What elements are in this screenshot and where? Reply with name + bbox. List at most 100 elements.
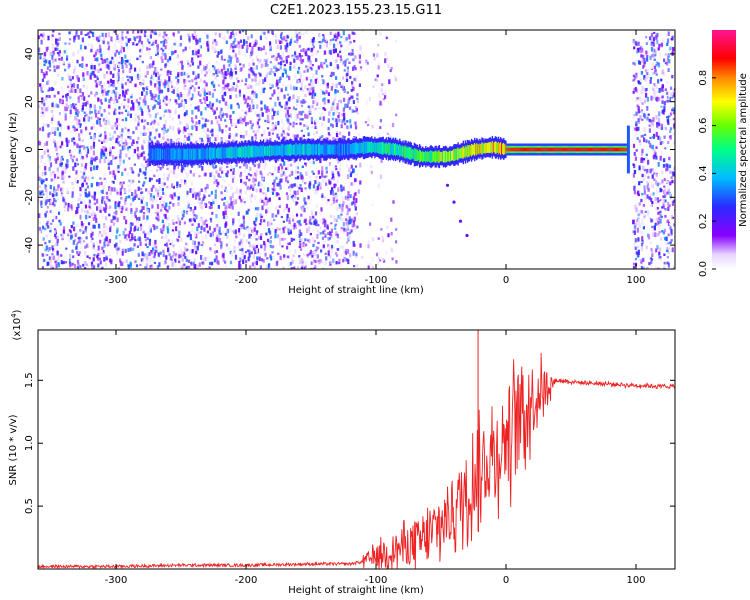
noise-speckle — [237, 218, 240, 223]
noise-speckle — [60, 228, 63, 231]
noise-speckle — [52, 104, 55, 109]
noise-speckle — [99, 68, 102, 71]
noise-speckle — [668, 97, 672, 102]
noise-speckle — [196, 39, 199, 44]
noise-speckle — [350, 52, 353, 56]
noise-speckle — [65, 163, 68, 168]
noise-speckle — [160, 68, 163, 71]
noise-speckle — [358, 54, 361, 59]
noise-speckle — [277, 68, 280, 71]
noise-speckle — [190, 60, 193, 63]
noise-speckle — [96, 57, 99, 62]
noise-speckle — [54, 143, 57, 148]
noise-speckle — [218, 230, 221, 235]
noise-speckle — [349, 124, 352, 129]
noise-speckle — [115, 229, 119, 234]
noise-speckle — [58, 219, 61, 223]
noise-speckle — [323, 175, 326, 179]
noise-speckle — [164, 45, 167, 50]
noise-speckle — [134, 239, 137, 242]
noise-speckle — [300, 248, 303, 251]
noise-speckle — [306, 253, 309, 257]
noise-speckle — [130, 167, 133, 170]
noise-speckle — [280, 105, 283, 109]
noise-speckle — [353, 65, 356, 69]
noise-speckle — [81, 208, 84, 213]
noise-speckle — [233, 125, 236, 128]
noise-speckle — [632, 173, 635, 178]
noise-speckle — [133, 195, 136, 200]
noise-speckle — [68, 265, 71, 269]
noise-speckle — [177, 196, 180, 201]
noise-speckle — [308, 180, 312, 185]
noise-speckle — [153, 225, 156, 231]
noise-speckle — [231, 45, 235, 49]
noise-speckle — [238, 232, 241, 236]
noise-speckle — [258, 163, 261, 168]
noise-speckle — [286, 42, 289, 48]
noise-speckle — [335, 200, 338, 203]
noise-speckle — [321, 135, 324, 138]
noise-speckle — [161, 188, 164, 192]
noise-speckle — [63, 205, 66, 208]
noise-speckle — [103, 74, 106, 79]
noise-speckle — [47, 124, 50, 128]
noise-speckle — [245, 48, 249, 53]
noise-speckle — [131, 222, 134, 226]
noise-speckle — [337, 112, 341, 117]
noise-speckle — [150, 169, 153, 172]
noise-speckle — [231, 122, 235, 126]
noise-speckle — [336, 207, 339, 212]
noise-speckle — [664, 147, 667, 150]
noise-speckle — [669, 118, 672, 124]
noise-speckle — [216, 259, 219, 264]
noise-speckle — [207, 137, 210, 142]
noise-speckle — [355, 198, 358, 203]
noise-speckle — [45, 200, 48, 203]
noise-speckle — [56, 38, 59, 42]
noise-speckle — [331, 75, 334, 79]
noise-speckle — [50, 238, 53, 243]
noise-speckle — [211, 105, 214, 110]
noise-speckle — [166, 217, 169, 221]
noise-speckle — [168, 60, 171, 64]
noise-speckle — [222, 176, 225, 181]
noise-speckle — [61, 174, 64, 180]
noise-speckle — [93, 191, 96, 197]
noise-speckle — [91, 195, 94, 199]
noise-speckle — [294, 190, 297, 195]
noise-speckle — [290, 237, 293, 242]
noise-speckle — [55, 103, 58, 108]
noise-speckle — [122, 69, 125, 74]
noise-speckle — [186, 59, 189, 63]
noise-speckle — [329, 214, 332, 218]
noise-speckle — [105, 138, 108, 143]
noise-speckle — [64, 115, 67, 121]
noise-speckle — [646, 180, 649, 185]
noise-speckle — [263, 201, 266, 206]
noise-speckle — [137, 156, 140, 160]
noise-speckle — [339, 236, 342, 239]
noise-speckle — [669, 129, 672, 134]
noise-speckle — [653, 133, 656, 138]
noise-speckle — [53, 255, 56, 261]
noise-speckle — [254, 162, 257, 166]
noise-speckle — [240, 178, 243, 183]
noise-speckle — [190, 163, 193, 167]
noise-speckle — [330, 222, 333, 225]
noise-speckle — [269, 87, 272, 90]
noise-speckle — [152, 31, 155, 35]
noise-speckle — [102, 118, 106, 122]
noise-speckle — [166, 226, 169, 230]
noise-speckle — [341, 113, 344, 117]
noise-speckle — [667, 246, 670, 251]
noise-speckle — [57, 65, 60, 69]
noise-speckle — [45, 95, 48, 101]
noise-speckle — [287, 158, 290, 162]
noise-speckle — [161, 59, 164, 63]
noise-speckle — [203, 80, 206, 84]
noise-speckle — [96, 206, 99, 211]
noise-speckle — [283, 226, 286, 229]
noise-speckle — [192, 187, 195, 191]
noise-speckle — [377, 65, 380, 70]
